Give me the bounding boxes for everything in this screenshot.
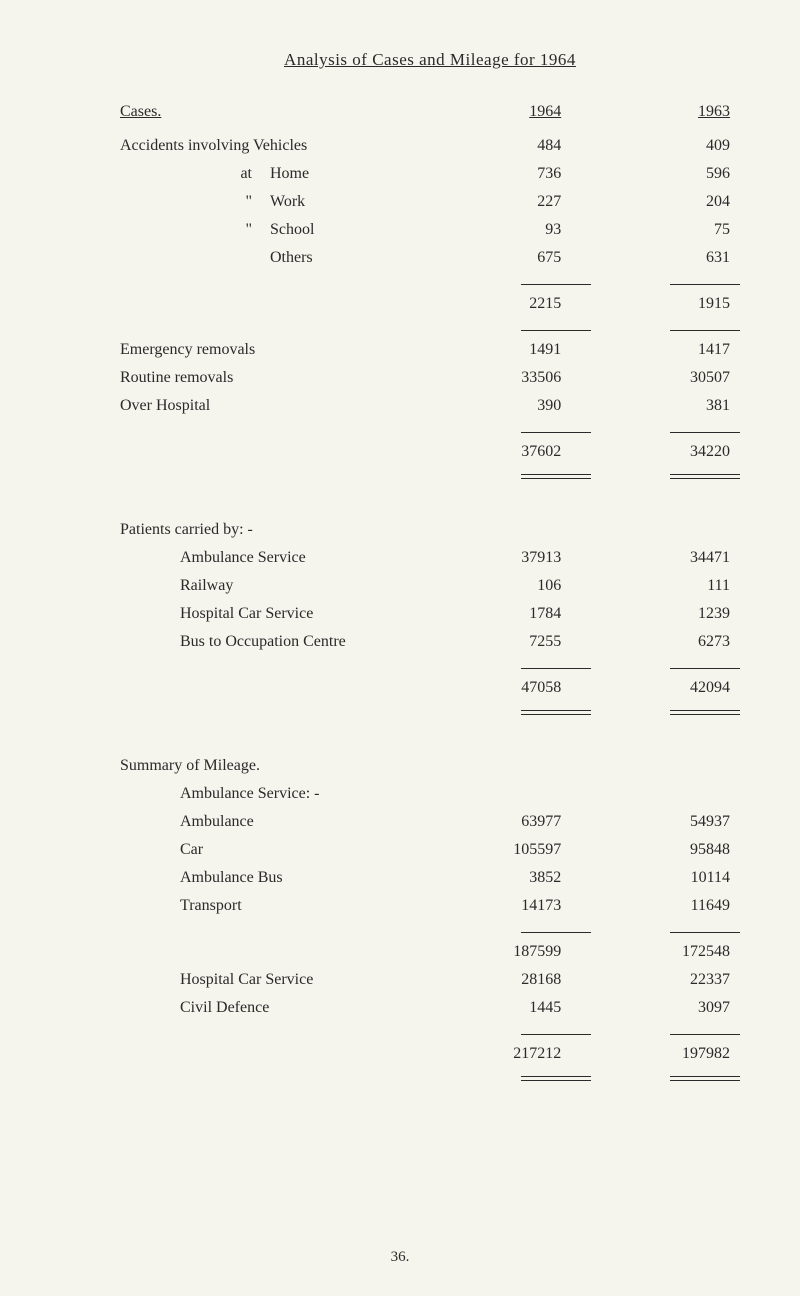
data-table: Cases. 1964 1963 Accidents involving Veh… xyxy=(120,98,740,1086)
row-value: 172548 xyxy=(660,943,730,961)
row-value: 3852 xyxy=(491,869,561,887)
table-row: "Work 227 204 xyxy=(120,188,740,216)
row-value: 34471 xyxy=(660,549,730,567)
row-value: 217212 xyxy=(491,1045,561,1063)
row-value: 63977 xyxy=(491,813,561,831)
row-value: 2215 xyxy=(491,295,561,313)
row-value: 95848 xyxy=(660,841,730,859)
row-value: 34220 xyxy=(660,443,730,461)
row-value: 28168 xyxy=(491,971,561,989)
row-value: 1445 xyxy=(491,999,561,1017)
row-value: 596 xyxy=(660,165,730,183)
table-row: Transport 14173 11649 xyxy=(120,892,740,920)
table-row: Civil Defence 1445 3097 xyxy=(120,994,740,1022)
total-row: 37602 34220 xyxy=(120,438,740,466)
total-row: 47058 42094 xyxy=(120,674,740,702)
row-label: Railway xyxy=(120,572,442,600)
row-value: 1417 xyxy=(660,341,730,359)
row-value: 1491 xyxy=(491,341,561,359)
subtotal-row: 2215 1915 xyxy=(120,290,740,318)
row-value: 33506 xyxy=(491,369,561,387)
row-value: 6273 xyxy=(660,633,730,651)
row-value: 42094 xyxy=(660,679,730,697)
row-value: 30507 xyxy=(660,369,730,387)
row-label: Car xyxy=(120,836,442,864)
row-label: Hospital Car Service xyxy=(120,966,442,994)
table-row: Car 105597 95848 xyxy=(120,836,740,864)
row-value: 7255 xyxy=(491,633,561,651)
table-row: "School 93 75 xyxy=(120,216,740,244)
row-label: Civil Defence xyxy=(120,994,442,1022)
table-row: Ambulance Service 37913 34471 xyxy=(120,544,740,572)
year-1964: 1964 xyxy=(529,103,561,121)
row-value: 47058 xyxy=(491,679,561,697)
row-value: 675 xyxy=(491,249,561,267)
row-value: 54937 xyxy=(660,813,730,831)
row-value: 3097 xyxy=(660,999,730,1017)
row-value: 14173 xyxy=(491,897,561,915)
total-row: 217212 197982 xyxy=(120,1040,740,1068)
table-row: Accidents involving Vehicles 484 409 xyxy=(120,132,740,160)
row-label: Emergency removals xyxy=(120,336,442,364)
row-value: 736 xyxy=(491,165,561,183)
row-value: 187599 xyxy=(491,943,561,961)
row-value: 111 xyxy=(660,577,730,595)
row-value: 227 xyxy=(491,193,561,211)
row-label: Ambulance xyxy=(120,808,442,836)
row-value: 1239 xyxy=(660,605,730,623)
row-value: 75 xyxy=(660,221,730,239)
table-header-row: Cases. 1964 1963 xyxy=(120,98,740,126)
row-label: Over Hospital xyxy=(120,392,442,420)
page-number: 36. xyxy=(0,1249,800,1266)
table-row: Hospital Car Service 1784 1239 xyxy=(120,600,740,628)
row-value: 197982 xyxy=(660,1045,730,1063)
row-value: 37602 xyxy=(491,443,561,461)
row-value: 484 xyxy=(491,137,561,155)
row-value: 390 xyxy=(491,397,561,415)
row-label: "School xyxy=(120,216,442,244)
row-value: 381 xyxy=(660,397,730,415)
row-label: Others xyxy=(120,244,442,272)
row-label: Ambulance Bus xyxy=(120,864,442,892)
row-label: Ambulance Service xyxy=(120,544,442,572)
cases-header: Cases. xyxy=(120,103,161,120)
table-row: Others 675 631 xyxy=(120,244,740,272)
row-value: 631 xyxy=(660,249,730,267)
row-value: 106 xyxy=(491,577,561,595)
row-value: 1915 xyxy=(660,295,730,313)
subtotal-row: 187599 172548 xyxy=(120,938,740,966)
row-value: 10114 xyxy=(660,869,730,887)
table-row: Emergency removals 1491 1417 xyxy=(120,336,740,364)
row-label: atHome xyxy=(120,160,442,188)
row-value: 37913 xyxy=(491,549,561,567)
table-row: Routine removals 33506 30507 xyxy=(120,364,740,392)
table-row: Over Hospital 390 381 xyxy=(120,392,740,420)
section-heading: Patients carried by: - xyxy=(120,516,740,544)
row-value: 204 xyxy=(660,193,730,211)
page-title: Analysis of Cases and Mileage for 1964 xyxy=(120,50,740,70)
table-row: Railway 106 111 xyxy=(120,572,740,600)
section-heading: Summary of Mileage. xyxy=(120,752,740,780)
row-value: 409 xyxy=(660,137,730,155)
row-value: 105597 xyxy=(491,841,561,859)
table-row: Bus to Occupation Centre 7255 6273 xyxy=(120,628,740,656)
row-value: 93 xyxy=(491,221,561,239)
year-1963: 1963 xyxy=(698,103,730,121)
section-subheading: Ambulance Service: - xyxy=(120,780,740,808)
row-label: "Work xyxy=(120,188,442,216)
row-value: 22337 xyxy=(660,971,730,989)
table-row: Ambulance 63977 54937 xyxy=(120,808,740,836)
row-value: 1784 xyxy=(491,605,561,623)
table-row: Ambulance Bus 3852 10114 xyxy=(120,864,740,892)
table-row: atHome 736 596 xyxy=(120,160,740,188)
row-label: Routine removals xyxy=(120,364,442,392)
row-label: Bus to Occupation Centre xyxy=(120,628,442,656)
table-row: Hospital Car Service 28168 22337 xyxy=(120,966,740,994)
row-label: Transport xyxy=(120,892,442,920)
row-label: Accidents involving Vehicles xyxy=(120,132,442,160)
row-value: 11649 xyxy=(660,897,730,915)
row-label: Hospital Car Service xyxy=(120,600,442,628)
